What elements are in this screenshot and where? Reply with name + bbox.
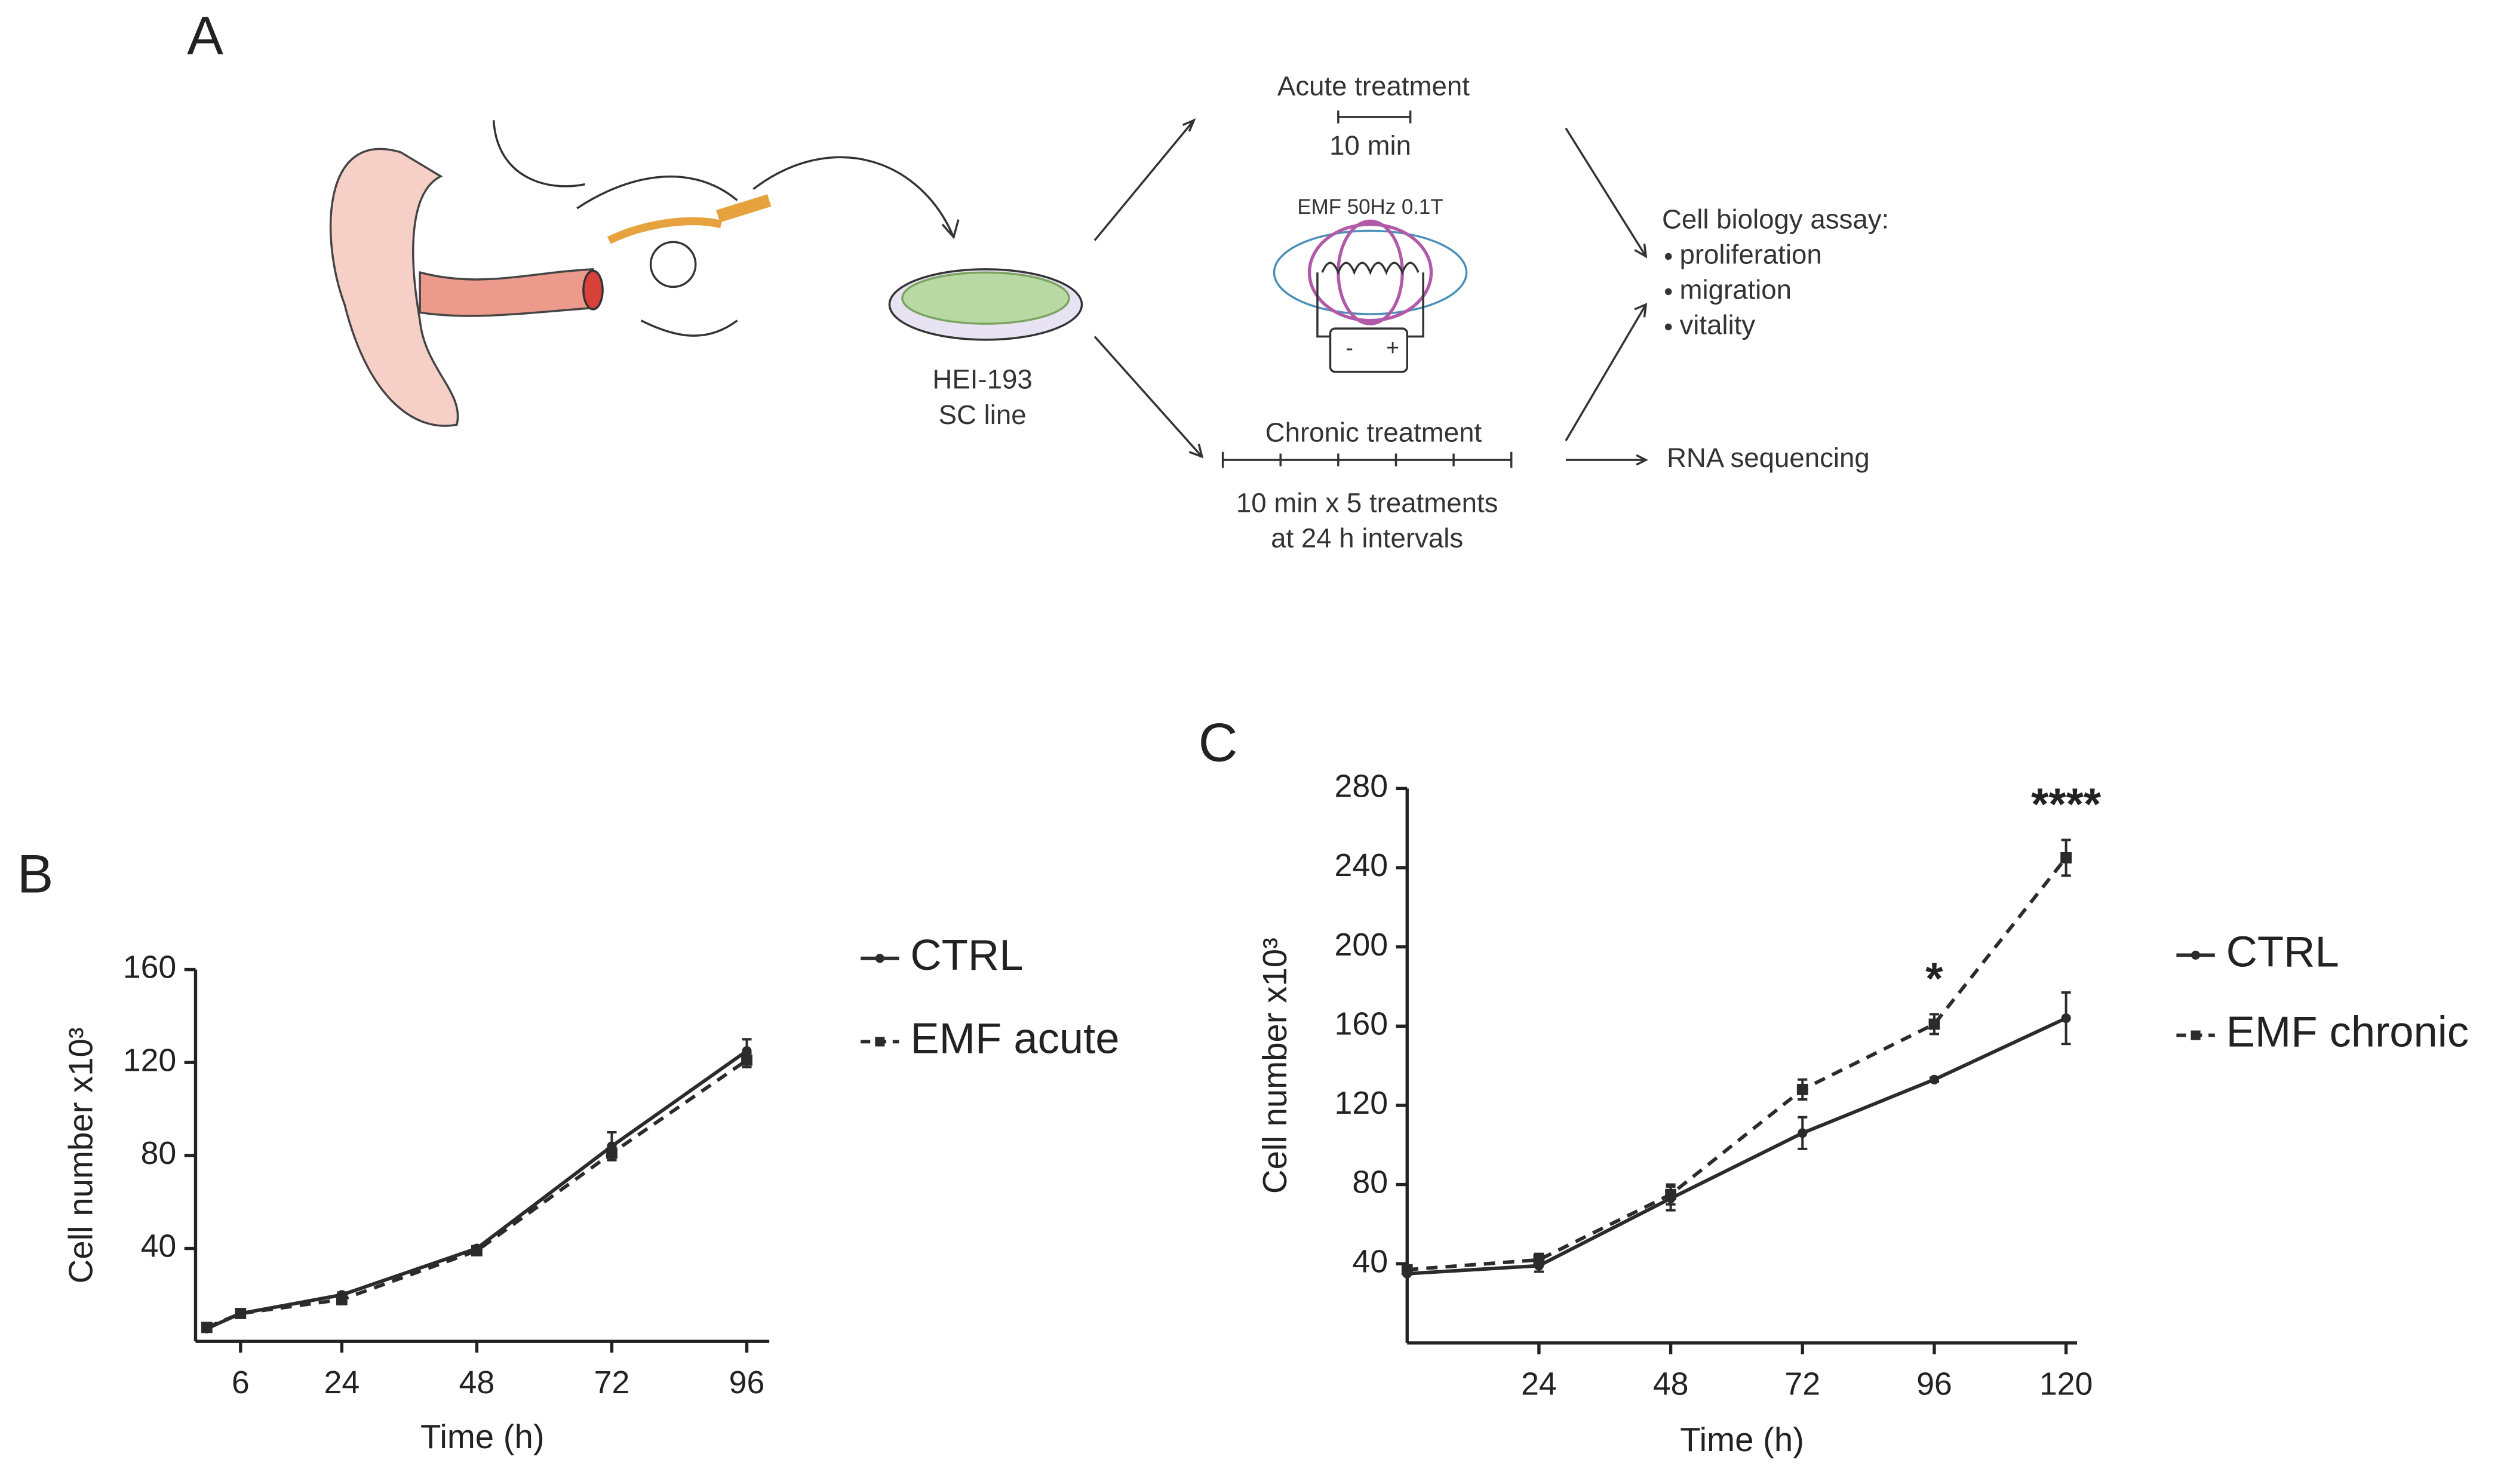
panel-label: B — [17, 844, 54, 905]
arrow-head — [941, 219, 960, 239]
legend-label: EMF chronic — [2226, 1008, 2469, 1056]
label: - — [1345, 335, 1353, 360]
marker — [1401, 1264, 1413, 1276]
y-tick-label: 280 — [1335, 768, 1388, 804]
y-tick-label: 80 — [141, 1135, 177, 1171]
x-tick-label: 72 — [594, 1365, 630, 1400]
legend-marker — [2191, 950, 2201, 960]
marker — [2061, 1013, 2071, 1024]
marker — [1928, 1018, 1940, 1030]
y-tick-label: 160 — [1335, 1006, 1388, 1041]
significance: **** — [2031, 779, 2102, 829]
legend-label: EMF acute — [910, 1014, 1119, 1062]
marker — [235, 1308, 247, 1319]
label: proliferation — [1679, 239, 1821, 269]
timeline — [1221, 451, 1513, 468]
marker — [336, 1293, 348, 1305]
y-axis-label: Cell number x10³ — [62, 1027, 100, 1283]
ear-lines — [492, 120, 738, 337]
arrow — [752, 156, 955, 238]
y-tick-label: 40 — [141, 1228, 177, 1264]
battery — [1329, 327, 1409, 373]
y-tick-label: 200 — [1335, 927, 1388, 963]
marker — [201, 1322, 213, 1334]
scale-bar — [1337, 110, 1412, 124]
x-tick-label: 6 — [232, 1365, 250, 1400]
cochlea — [649, 241, 697, 288]
label: RNA sequencing — [1667, 443, 1870, 473]
marker — [741, 1054, 752, 1066]
x-tick-label: 24 — [324, 1365, 360, 1400]
y-tick-label: 120 — [1335, 1085, 1388, 1121]
label: HEI-193 — [932, 364, 1032, 395]
marker — [1929, 1074, 1939, 1084]
field-lines-inner — [1307, 223, 1433, 322]
x-tick-label: 24 — [1521, 1366, 1557, 1402]
y-tick-label: 240 — [1335, 847, 1388, 883]
marker — [1796, 1083, 1808, 1095]
x-tick-label: 48 — [1653, 1366, 1689, 1402]
marker — [606, 1147, 618, 1159]
label: Cell biology assay: — [1662, 204, 1889, 234]
label: EMF 50Hz 0.1T — [1297, 195, 1443, 219]
label: Acute treatment — [1277, 71, 1470, 102]
coil — [1316, 262, 1424, 338]
label: Chronic treatment — [1265, 417, 1482, 447]
bullet — [1664, 323, 1672, 331]
marker — [2060, 852, 2072, 864]
significance: * — [1925, 954, 1943, 1004]
x-axis-label: Time (h) — [1680, 1421, 1804, 1458]
data-line — [206, 1058, 748, 1329]
legend-label: CTRL — [910, 931, 1023, 979]
x-tick-label: 120 — [2039, 1366, 2093, 1402]
label: 10 min x 5 treatments — [1236, 487, 1498, 518]
x-tick-label: 72 — [1784, 1366, 1820, 1402]
x-tick-label: 96 — [729, 1365, 765, 1400]
eardrum — [582, 269, 604, 311]
data-line — [1407, 1016, 2067, 1276]
panel-label: C — [1199, 712, 1238, 773]
x-axis-label: Time (h) — [420, 1418, 545, 1455]
y-tick-label: 80 — [1352, 1165, 1388, 1200]
ear-canal — [419, 268, 598, 317]
label: SC line — [939, 400, 1027, 430]
arrows — [1093, 118, 1649, 466]
label: migration — [1679, 274, 1792, 305]
legend-label: CTRL — [2226, 928, 2339, 976]
y-tick-label: 40 — [1352, 1243, 1388, 1279]
panel-label: A — [187, 5, 223, 66]
y-axis-label: Cell number x10³ — [1256, 938, 1294, 1194]
x-tick-label: 48 — [459, 1365, 495, 1400]
panel-a — [329, 110, 1672, 468]
ear-outer — [329, 148, 459, 427]
field-lines — [1273, 229, 1468, 315]
label: vitality — [1679, 309, 1755, 340]
label: 10 min — [1329, 130, 1411, 161]
marker — [1665, 1188, 1676, 1200]
marker — [1533, 1254, 1545, 1265]
x-tick-label: 96 — [1916, 1366, 1952, 1402]
dish-cells — [901, 271, 1070, 325]
nerve — [607, 217, 723, 244]
nerve-end — [716, 194, 772, 223]
bullet — [1664, 288, 1672, 296]
label: at 24 h intervals — [1271, 523, 1463, 553]
y-tick-label: 160 — [123, 950, 177, 985]
label: + — [1386, 335, 1399, 360]
y-tick-label: 120 — [123, 1042, 177, 1078]
legend-marker — [875, 954, 884, 963]
bullet — [1664, 253, 1672, 260]
data-line — [206, 1049, 748, 1331]
legend-marker — [875, 1037, 885, 1047]
marker — [471, 1245, 483, 1256]
marker — [1798, 1128, 1808, 1138]
legend-marker — [2191, 1030, 2201, 1040]
